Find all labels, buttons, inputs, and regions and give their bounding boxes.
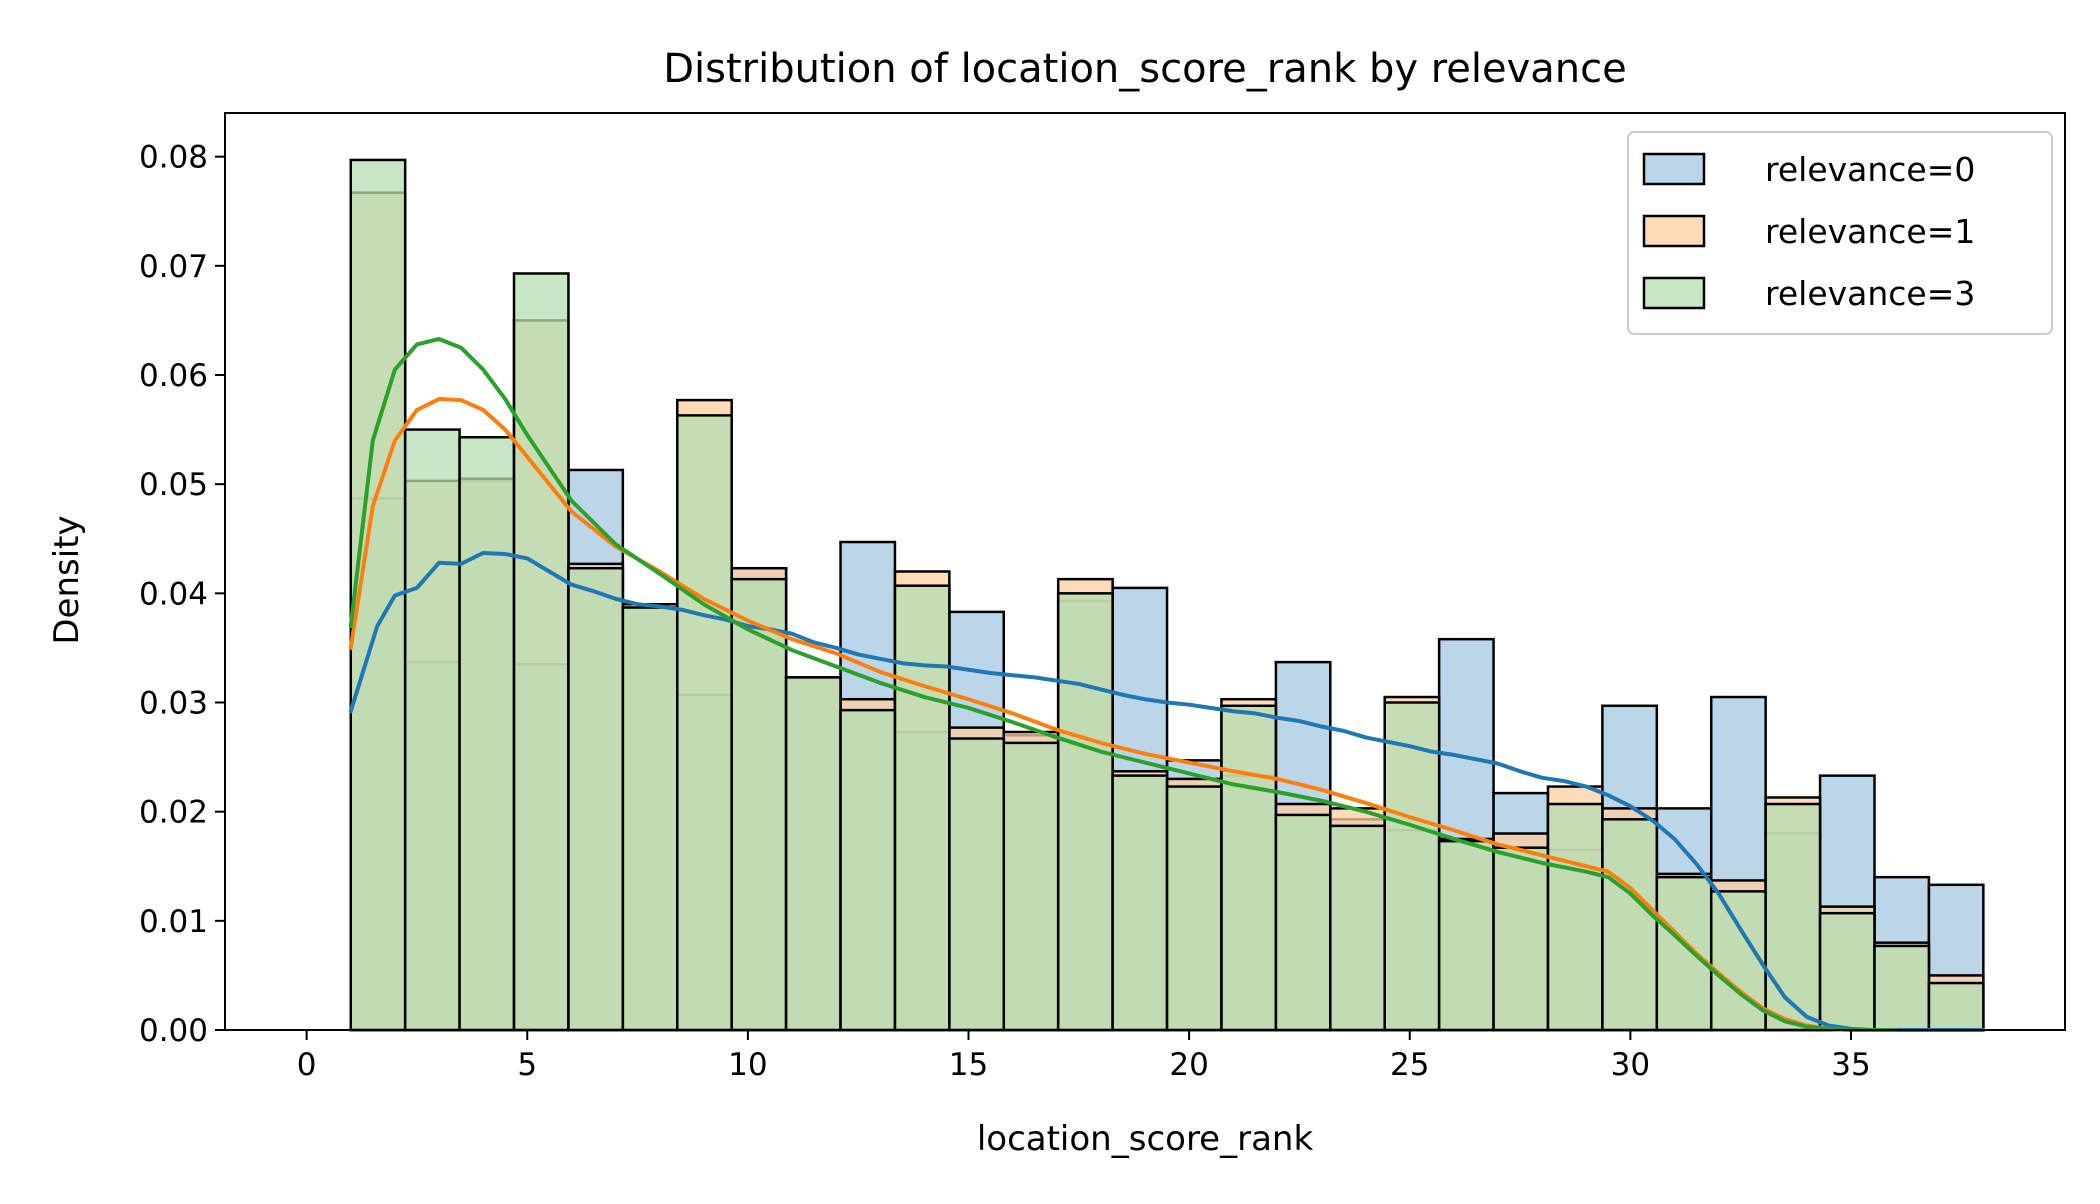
legend-swatch bbox=[1642, 276, 1706, 310]
y-tick-label: 0.07 bbox=[139, 249, 208, 285]
bar bbox=[403, 428, 461, 1032]
bar bbox=[730, 577, 788, 1032]
bar bbox=[1655, 875, 1713, 1032]
x-tick-label: 15 bbox=[949, 1047, 988, 1083]
bar bbox=[567, 566, 625, 1032]
legend: relevance=0 relevance=1 relevance=3 bbox=[1627, 131, 2053, 335]
bar bbox=[893, 584, 951, 1032]
bar bbox=[1601, 818, 1659, 1032]
bar bbox=[1111, 774, 1169, 1032]
bar bbox=[784, 676, 842, 1032]
x-tick-label: 35 bbox=[1831, 1047, 1870, 1083]
kde-layer bbox=[348, 336, 1986, 1032]
bar bbox=[1818, 911, 1876, 1032]
x-tick-label: 10 bbox=[728, 1047, 767, 1083]
y-tick-label: 0.00 bbox=[139, 1013, 208, 1049]
y-tick-label: 0.04 bbox=[139, 576, 208, 612]
bar bbox=[948, 737, 1006, 1032]
bar bbox=[1873, 944, 1931, 1032]
bar bbox=[1274, 813, 1332, 1032]
bar bbox=[1709, 890, 1767, 1032]
legend-label: relevance=0 bbox=[1765, 150, 1975, 189]
x-tick-label: 20 bbox=[1169, 1047, 1208, 1083]
bar bbox=[1437, 839, 1495, 1032]
bar bbox=[512, 272, 570, 1032]
kde-line-relevance=3 bbox=[348, 336, 1898, 1032]
bars-layer bbox=[349, 158, 1985, 1032]
x-tick-label: 30 bbox=[1611, 1047, 1650, 1083]
x-axis-label: location_score_rank bbox=[977, 1119, 1314, 1159]
bar bbox=[1056, 592, 1114, 1032]
legend-label: relevance=3 bbox=[1765, 274, 1975, 313]
bars-relevance=3 bbox=[349, 158, 1985, 1032]
kde-line-relevance=0 bbox=[348, 550, 1986, 1032]
x-axis: 0 5 10 15 20 25 30 35 bbox=[297, 1030, 1871, 1083]
legend-swatch bbox=[1642, 152, 1706, 186]
y-tick-label: 0.06 bbox=[139, 358, 208, 394]
bar bbox=[1383, 701, 1441, 1032]
y-axis-label: Density bbox=[47, 515, 87, 644]
bar bbox=[458, 435, 516, 1032]
legend-box bbox=[1627, 131, 2053, 335]
bar bbox=[1764, 802, 1822, 1032]
x-tick-label: 5 bbox=[517, 1047, 537, 1083]
bar bbox=[1220, 704, 1278, 1032]
bar bbox=[676, 414, 733, 1032]
y-tick-label: 0.03 bbox=[139, 686, 208, 722]
y-tick-label: 0.01 bbox=[139, 904, 208, 940]
y-tick-label: 0.08 bbox=[139, 140, 208, 176]
y-tick-label: 0.05 bbox=[139, 467, 208, 503]
bar bbox=[1546, 802, 1604, 1032]
legend-label: relevance=1 bbox=[1765, 212, 1975, 251]
legend-swatch bbox=[1642, 214, 1706, 248]
bar bbox=[839, 708, 897, 1032]
x-tick-label: 0 bbox=[297, 1047, 317, 1083]
bar bbox=[1002, 741, 1060, 1032]
y-axis: 0.00 0.01 0.02 0.03 0.04 0.05 0.06 0.07 0.08 bbox=[139, 140, 225, 1049]
chart-title: Distribution of location_score_rank by r… bbox=[663, 46, 1627, 92]
y-tick-label: 0.02 bbox=[139, 795, 208, 831]
bar bbox=[1165, 785, 1223, 1032]
x-tick-label: 25 bbox=[1390, 1047, 1429, 1083]
bar bbox=[1492, 846, 1550, 1032]
plot-frame bbox=[224, 112, 2066, 1031]
bar bbox=[621, 606, 679, 1032]
bar bbox=[1927, 981, 1985, 1032]
bar bbox=[1329, 824, 1386, 1032]
